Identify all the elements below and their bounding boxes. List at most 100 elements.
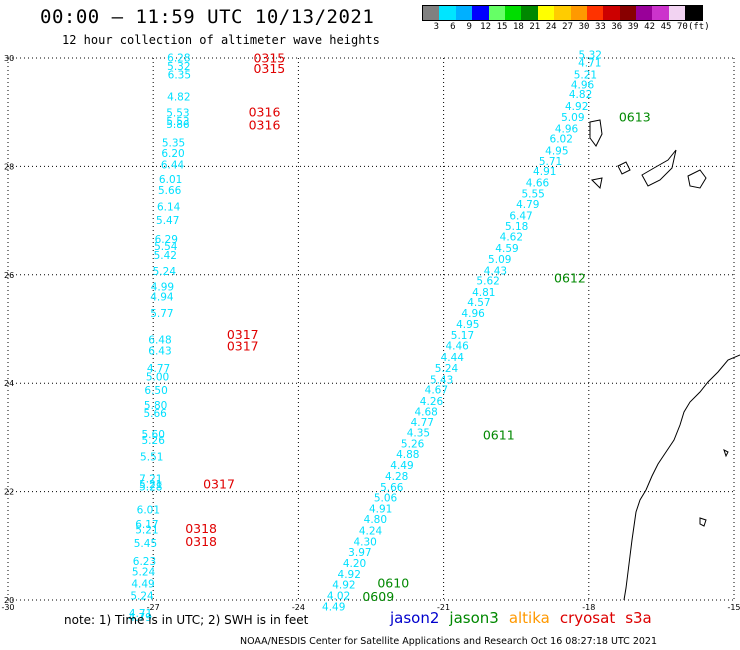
wave-height-value: 5.60 — [142, 429, 165, 441]
wave-height-value: 5.21 — [139, 479, 162, 491]
pass-time-label: 0612 — [554, 270, 586, 285]
color-scale-label: 30 — [578, 22, 590, 32]
wave-height-value: 4.59 — [495, 243, 518, 255]
color-swatch — [652, 6, 669, 20]
pass-time-label: 0317 — [203, 476, 235, 491]
wave-height-value: 4.57 — [467, 297, 490, 309]
wave-height-value: 4.49 — [390, 460, 413, 472]
wave-height-value: 4.96 — [461, 308, 485, 320]
color-scale-label: 42 — [644, 22, 656, 32]
color-scale-label: 21 — [529, 22, 541, 32]
color-scale-label: 36 — [611, 22, 623, 32]
wave-height-value: 4.80 — [364, 514, 387, 526]
color-swatch — [488, 6, 505, 20]
wave-height-value: 5.09 — [488, 254, 511, 266]
pass-time-label: 0316 — [249, 105, 281, 120]
wave-height-value: 4.43 — [484, 265, 507, 277]
footnote: note: 1) Time is in UTC; 2) SWH is in fe… — [64, 613, 309, 627]
island-gran-canaria — [687, 169, 707, 189]
wave-height-value: 5.54 — [154, 241, 178, 253]
wave-height-value: 5.24 — [435, 363, 459, 375]
wave-height-value: 4.66 — [526, 177, 550, 189]
wave-height-value: 4.81 — [472, 287, 495, 299]
pass-time-label: 0610 — [377, 576, 409, 591]
lon-tick-label: -30 — [1, 603, 14, 612]
wave-height-value: 4.46 — [445, 341, 469, 353]
wave-height-value: 5.66 — [158, 185, 182, 197]
wave-height-value: 6.28 — [167, 52, 190, 64]
wave-height-value: 5.06 — [374, 492, 398, 504]
color-swatch — [586, 6, 604, 20]
wave-height-value: 5.53 — [166, 116, 189, 128]
wave-height-value: 4.79 — [128, 612, 151, 624]
wave-height-value: 6.20 — [161, 148, 184, 160]
lon-tick-label: -24 — [292, 603, 305, 612]
wave-height-value: 4.49 — [131, 579, 154, 591]
wave-height-value: 4.67 — [425, 384, 448, 396]
color-scale-label: 15 — [496, 22, 508, 32]
lat-tick-label: 28 — [4, 162, 14, 171]
color-swatch — [685, 6, 702, 20]
color-scale-label: 6 — [450, 22, 456, 32]
pass-time-label: 0611 — [483, 428, 515, 443]
island-tenerife — [641, 149, 677, 187]
wave-height-value: 4.82 — [167, 91, 190, 103]
wave-height-value: 5.62 — [476, 276, 499, 288]
wave-height-value: 5.66 — [380, 482, 404, 494]
lat-lon-grid — [7, 57, 735, 601]
wave-height-value: 4.99 — [151, 282, 174, 294]
wave-height-value: 6.50 — [144, 385, 167, 397]
lon-tick-label: -27 — [147, 603, 160, 612]
legend-jason2: jason2 — [390, 609, 440, 627]
color-swatch — [439, 6, 456, 20]
wave-height-value: 5.43 — [430, 375, 453, 387]
wave-height-value: 4.68 — [414, 407, 437, 419]
pass-time-label: 0613 — [619, 109, 651, 124]
wave-height-value: 5.24 — [153, 266, 177, 278]
wave-height-value: 6.23 — [133, 556, 156, 568]
color-swatch — [554, 6, 571, 20]
wave-height-value: 5.51 — [140, 452, 163, 464]
wave-height-value: 6.44 — [161, 160, 185, 172]
wave-height-value: 4.92 — [565, 101, 588, 113]
wave-height-value: 4.94 — [150, 291, 174, 303]
wave-height-value: 4.26 — [420, 396, 444, 408]
wave-height-value: 5.21 — [135, 524, 158, 536]
color-swatch — [455, 6, 473, 20]
color-swatch — [504, 6, 522, 20]
wave-height-value: 5.09 — [561, 112, 584, 124]
wave-height-value: 6.43 — [148, 345, 171, 357]
wave-height-value: 5.24 — [130, 590, 154, 602]
color-scale-label: (ft) — [687, 22, 710, 32]
coastline — [589, 119, 740, 601]
wave-height-value: 4.30 — [353, 536, 376, 548]
pass-time-label: 0318 — [185, 534, 217, 549]
color-scale-label: 3 — [433, 22, 440, 32]
wave-height-value: 5.32 — [167, 61, 190, 73]
map-title: 00:00 – 11:59 UTC 10/13/2021 — [40, 6, 375, 28]
credit-line: NOAA/NESDIS Center for Satellite Applica… — [240, 636, 657, 647]
wave-height-value: 6.47 — [509, 211, 532, 223]
wave-height-value: 6.01 — [137, 504, 160, 516]
pass-time-label: 0317 — [227, 339, 259, 354]
wave-height-value: 6.14 — [157, 201, 181, 213]
wave-height-value: 4.92 — [332, 580, 355, 592]
color-swatch — [636, 6, 653, 20]
color-scale-label: 39 — [627, 22, 639, 32]
wave-height-value: 5.24 — [132, 567, 156, 579]
wave-height-value: 5.55 — [521, 188, 544, 200]
wave-height-value: 4.91 — [533, 166, 556, 178]
wave-height-value: 6.02 — [550, 134, 573, 146]
wave-height-value: 5.17 — [451, 330, 474, 342]
wave-height-value: 5.45 — [134, 538, 157, 550]
wave-height-value: 4.71 — [129, 608, 152, 620]
color-scale-label: 9 — [466, 22, 472, 32]
color-scale-bar — [422, 5, 703, 21]
islet-banc — [699, 517, 707, 527]
wave-height-value: 6.17 — [135, 519, 158, 531]
wave-height-value: 5.86 — [166, 119, 190, 131]
wave-height-value: 5.42 — [154, 250, 177, 262]
wave-height-value: 4.92 — [338, 569, 361, 581]
color-swatch — [521, 6, 538, 20]
